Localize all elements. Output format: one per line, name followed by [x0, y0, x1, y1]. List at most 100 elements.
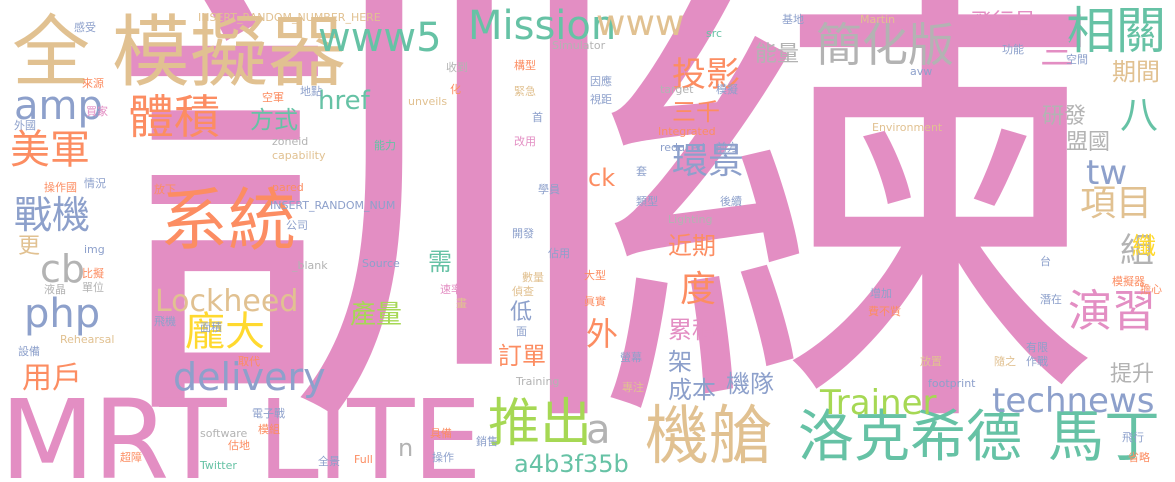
word-n: n — [398, 434, 414, 462]
word-kongjun: 空軍 — [262, 91, 284, 104]
word-src: src — [706, 27, 723, 40]
word-qianfang: 前方 — [716, 141, 738, 154]
word-yingmu: 螢幕 — [620, 351, 642, 364]
word-unveils: unveils — [408, 95, 448, 108]
word-leixing: 類型 — [636, 195, 658, 208]
word-tisheng: 提升 — [1110, 362, 1155, 387]
word-nengli: 能力 — [374, 139, 396, 152]
word-sanqian: 三千 — [672, 98, 720, 126]
word-kongjian: 空間 — [1066, 53, 1088, 66]
word-tai: 台 — [1040, 255, 1051, 268]
word-geng: 更 — [18, 234, 41, 259]
word-xiaoshou: 銷售 — [476, 435, 498, 448]
word-mading: 馬丁 — [1048, 405, 1160, 470]
word-dingdan: 訂單 — [498, 342, 546, 370]
word-avw: avw — [910, 65, 933, 78]
word-meijun: 美軍 — [10, 127, 90, 173]
word-integrated: Integrated — [658, 125, 716, 138]
word-mission: Mission — [468, 3, 617, 49]
word-chaozhang: 超障 — [120, 451, 142, 464]
word-tiji: 體積 — [128, 90, 220, 144]
word-zhanji: 戰機 — [14, 193, 91, 237]
word-img: img — [84, 243, 105, 256]
word-yanxi: 演習 — [1068, 286, 1156, 337]
word-wai: 外 — [586, 315, 619, 353]
word-full: Full — [354, 453, 373, 466]
word-shoudao: 收到 — [446, 61, 468, 74]
word-fangshi: 方式 — [250, 106, 298, 134]
word-huanjing: 環景 — [672, 141, 745, 182]
word-di: 低 — [510, 300, 533, 325]
word-shebei: 設備 — [18, 345, 40, 358]
word-tao: 套 — [636, 165, 647, 178]
word-touying: 投影 — [672, 55, 740, 95]
word-didian: 地點 — [300, 85, 322, 98]
word-hua: 化 — [450, 83, 461, 96]
word-jinqi: 近期 — [668, 232, 716, 260]
word-leiji: 累積 — [668, 316, 716, 344]
word-qudai: 取代 — [238, 355, 260, 368]
word-tuichu: 推出 — [488, 394, 593, 454]
word-maijia: 買家 — [86, 105, 108, 118]
word-footprint: footprint — [928, 377, 976, 390]
word-fangxia: 放下 — [154, 183, 176, 196]
word-tw: tw — [1086, 153, 1128, 193]
word-qijian: 期間 — [1112, 58, 1160, 86]
word-zengjia: 增加 — [870, 287, 892, 300]
word-mrt-lite: MRT LITE — [0, 376, 482, 482]
word-shuliang: 數量 — [522, 271, 544, 284]
word-twitter: Twitter — [200, 459, 237, 472]
word-jidui: 機隊 — [726, 370, 774, 398]
word-jia: 架 — [668, 348, 692, 376]
word-chanliang: 產量 — [350, 300, 403, 330]
word-xiangmu: 項目 — [1080, 183, 1153, 224]
word-daxing: 大型 — [584, 269, 606, 282]
word-mengguo: 盟國 — [1066, 130, 1111, 155]
word-technews: technews — [992, 381, 1155, 421]
word-kaifa: 開發 — [512, 227, 534, 240]
word-mozu: 模組 — [258, 423, 280, 436]
word-caozuoguo: 操作國 — [44, 181, 77, 194]
word-pared: pared — [272, 181, 304, 194]
word-luokexide: 洛克希德 — [798, 405, 1022, 470]
word-feibuzi: 費不貲 — [868, 305, 901, 318]
word-gaiyong: 改用 — [514, 135, 536, 148]
word-feixingyuan: 飛行員 — [970, 10, 1037, 35]
word-jidi: 基地 — [782, 13, 804, 26]
word-environment: Environment — [872, 121, 943, 134]
word-caozuo: 操作 — [432, 451, 454, 464]
word-shiju: 視距 — [590, 93, 612, 106]
word-waiguo: 外國 — [14, 119, 36, 132]
word-delivery: delivery — [173, 355, 326, 399]
word-source: Source — [362, 257, 400, 270]
word-lighting: Lighting — [668, 213, 713, 226]
word-qingkuang: 情況 — [84, 177, 106, 190]
word-zhuanzhu: 專注 — [622, 381, 644, 394]
word-a: a — [586, 407, 611, 453]
word-moniqi-small: 模擬器 — [1112, 275, 1145, 288]
word-laiyuan: 來源 — [82, 77, 104, 90]
word-zu: 組 — [1120, 231, 1154, 271]
word-houxu: 後續 — [720, 195, 742, 208]
word-xitong: 系統 — [160, 182, 297, 261]
word-mian: 面 — [516, 325, 527, 338]
word-gongneng: 功能 — [1002, 43, 1024, 56]
word-quanjing: 全景 — [318, 455, 340, 468]
word-gouxing: 構型 — [514, 59, 536, 72]
word-jinji: 緊急 — [514, 85, 536, 98]
word-ganshou: 感受 — [74, 21, 96, 34]
word-insert-random-number-here: INSERT_RANDOM_NUMBER_HERE — [198, 11, 381, 24]
word-jicang: 機艙 — [645, 400, 773, 474]
word-youxian: 有限 — [1026, 341, 1048, 354]
word-huamian: 畫 — [456, 297, 467, 310]
word-fangzhi: 放置 — [920, 355, 942, 368]
word-xu: 需 — [428, 248, 452, 276]
word-feixing: 飛行 — [1122, 431, 1144, 444]
word-quan: 全 — [12, 8, 91, 98]
word-xueyuan: 學員 — [538, 183, 560, 196]
word-pangda: 龐大 — [185, 309, 265, 355]
word-yinying: 因應 — [590, 75, 612, 88]
word-blank: _blank — [292, 259, 328, 272]
word-qianzai: 潛在 — [1040, 293, 1062, 306]
